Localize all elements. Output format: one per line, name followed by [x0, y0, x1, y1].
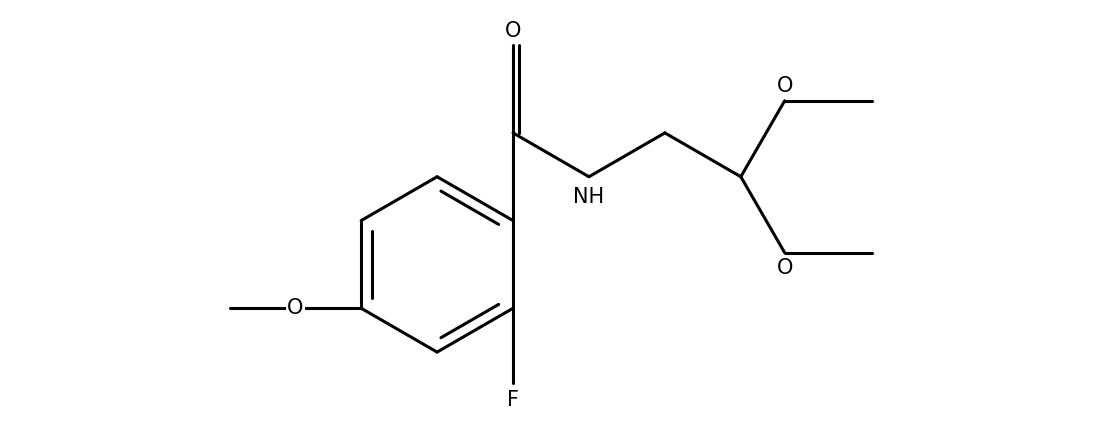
- Text: O: O: [777, 258, 792, 278]
- Text: O: O: [505, 21, 521, 41]
- Text: NH: NH: [573, 187, 605, 207]
- Text: O: O: [288, 298, 304, 318]
- Text: O: O: [777, 76, 792, 95]
- Text: F: F: [507, 390, 519, 410]
